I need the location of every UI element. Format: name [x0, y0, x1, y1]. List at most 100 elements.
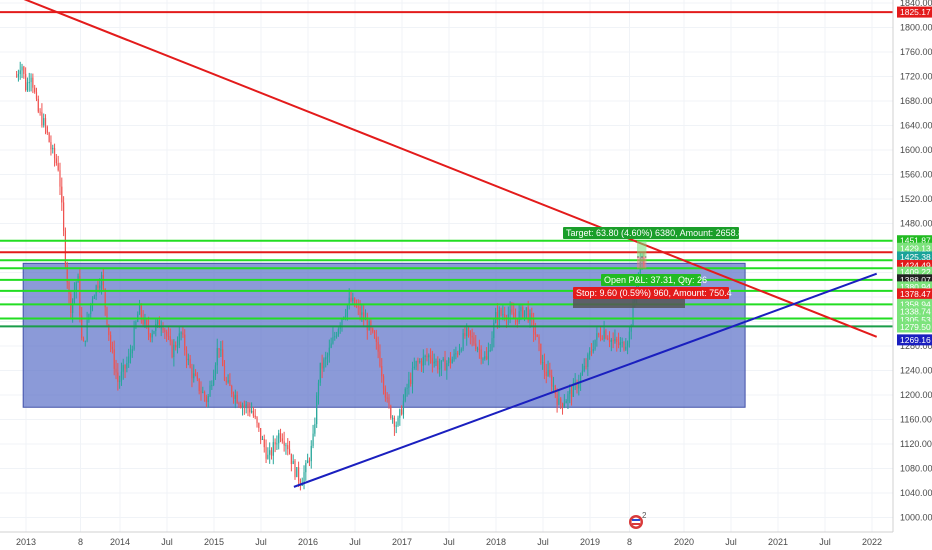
candle-body: [531, 312, 533, 319]
time-tick-label: 2014: [110, 537, 130, 547]
time-tick-label: Jul: [819, 537, 831, 547]
candle-body: [182, 332, 184, 335]
candle-body: [310, 445, 312, 462]
candle-body: [196, 375, 198, 379]
candle-body: [429, 355, 432, 359]
events-icon[interactable]: 2: [629, 511, 647, 529]
candle-body: [93, 296, 95, 299]
annotation-shadow-bar: [573, 299, 685, 308]
candle-body: [457, 353, 459, 355]
candle-body: [335, 335, 338, 337]
candle-body: [294, 460, 296, 478]
candle-body: [122, 364, 124, 372]
candle-body: [52, 147, 54, 150]
candle-body: [527, 307, 529, 321]
candle-body: [34, 87, 36, 93]
price-tag: [897, 251, 932, 263]
candle-body: [108, 324, 110, 336]
candle-body: [162, 327, 164, 331]
candle-body: [84, 340, 86, 342]
trend-line-support[interactable]: [293, 272, 878, 488]
candle-body: [337, 329, 339, 336]
stop-zone[interactable]: [637, 256, 647, 269]
price-tag-label: 1378.47: [900, 289, 931, 299]
candle-body: [594, 339, 596, 350]
candle-body: [59, 170, 61, 187]
candle-body: [43, 118, 45, 126]
time-tick-label: 2019: [580, 537, 600, 547]
candle-body: [540, 343, 542, 364]
candle-body: [466, 327, 468, 337]
candle-body: [75, 282, 77, 291]
candle-body: [426, 355, 428, 358]
candle-body: [572, 382, 574, 397]
annotation-label: Target: 63.80 (4.60%) 6380, Amount: 2658…: [566, 228, 743, 238]
price-tick-label: 1720.00: [900, 72, 932, 82]
price-tag-label: 1358.94: [900, 299, 931, 309]
candle-body: [551, 375, 553, 387]
time-axis[interactable]: 2013 8 2014 Jul 2015 Jul 2016 Jul 2017 Jul 2018 Jul…: [16, 537, 882, 547]
candle-body: [240, 404, 242, 408]
candle-body: [536, 334, 538, 337]
candle-body: [402, 400, 405, 415]
candle-body: [317, 382, 320, 396]
candle-body: [388, 397, 390, 406]
candle-body: [30, 77, 32, 83]
candle-body: [189, 358, 191, 368]
time-tick-label: 2017: [392, 537, 412, 547]
candle-body: [278, 433, 280, 444]
candle-body: [64, 230, 67, 266]
candle-body: [513, 312, 515, 318]
candle-body: [603, 330, 605, 339]
trend-line-resistance[interactable]: [18, 0, 878, 338]
candle-body: [158, 320, 161, 328]
candle-body: [627, 342, 629, 347]
candle-body: [146, 319, 148, 326]
candle-body: [164, 330, 166, 332]
candle-body: [623, 342, 625, 350]
candle-body: [612, 339, 614, 342]
candle-body: [144, 319, 146, 325]
candle-body: [198, 378, 200, 391]
candle-body: [184, 334, 186, 351]
candle-body: [585, 365, 587, 367]
candle-body: [274, 442, 276, 445]
candle-body: [187, 358, 189, 361]
candle-body: [50, 142, 52, 150]
candle-body: [424, 355, 426, 357]
candle-body: [354, 297, 356, 306]
candle-body: [191, 367, 193, 379]
horizontal-lines: [0, 11, 893, 328]
candle-body: [279, 433, 282, 439]
candle-body: [321, 362, 323, 369]
candle-body: [292, 460, 294, 465]
price-tag: [897, 266, 932, 278]
candle-body: [131, 349, 133, 354]
candle-body: [375, 337, 377, 342]
candle-body: [63, 202, 65, 231]
candle-body: [495, 312, 497, 323]
candle-body: [520, 307, 522, 312]
candle-body: [599, 334, 602, 339]
annotation-box: [601, 274, 701, 286]
target-zone[interactable]: [637, 240, 647, 257]
candle-body: [563, 403, 565, 407]
candle-body: [523, 310, 526, 318]
price-tick-label: 1840.00: [900, 0, 932, 8]
candle-body: [373, 331, 376, 338]
candle-body: [209, 385, 211, 397]
candle-body: [619, 342, 621, 346]
candle-body: [104, 288, 106, 308]
candle-body: [610, 339, 612, 342]
candle-body: [290, 453, 292, 465]
candle-body: [90, 303, 92, 315]
candle-body: [213, 375, 215, 386]
candle-body: [126, 363, 128, 369]
price-tick-label: 1680.00: [900, 96, 932, 106]
candle-body: [55, 158, 57, 164]
candle-body: [236, 394, 238, 404]
candle-body: [225, 380, 227, 383]
price-tag: [897, 259, 932, 271]
price-tag: [897, 6, 932, 18]
